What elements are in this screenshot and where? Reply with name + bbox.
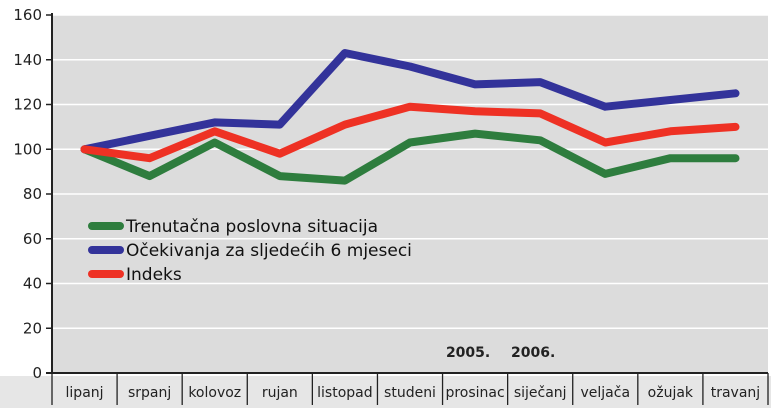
y-tick-label: 40 — [23, 275, 42, 293]
x-tick-label: ožujak — [648, 385, 694, 401]
legend-label: Očekivanja za sljedećih 6 mjeseci — [126, 241, 412, 261]
year-annotation: 2005. — [446, 345, 490, 361]
y-tick-label: 80 — [23, 185, 42, 203]
x-tick-label: studeni — [384, 385, 436, 401]
x-tick-label: listopad — [317, 385, 372, 401]
y-tick-label: 100 — [13, 140, 42, 158]
x-tick-label: veljača — [580, 385, 630, 401]
series-line-2 — [80, 49, 740, 154]
x-tick-label: prosinac — [445, 385, 504, 401]
y-tick-label: 120 — [13, 96, 42, 114]
x-tick-label: kolovoz — [188, 385, 241, 401]
y-tick-label: 160 — [13, 6, 42, 24]
y-tick-label: 0 — [32, 364, 42, 382]
category-band — [0, 376, 771, 408]
x-tick-label: travanj — [711, 385, 760, 401]
y-tick-label: 60 — [23, 230, 42, 248]
x-tick-label: lipanj — [66, 385, 104, 401]
x-tick-label: srpanj — [128, 385, 171, 401]
x-tick-label: rujan — [262, 385, 298, 401]
series-line-3 — [80, 102, 740, 163]
series-line-1 — [80, 129, 740, 185]
y-tick-label: 20 — [23, 319, 42, 337]
x-tick-label: siječanj — [514, 385, 567, 401]
y-tick-label: 140 — [13, 51, 42, 69]
legend-label: Indeks — [126, 265, 182, 285]
legend-label: Trenutačna poslovna situacija — [125, 217, 378, 237]
year-annotation: 2006. — [511, 345, 555, 361]
